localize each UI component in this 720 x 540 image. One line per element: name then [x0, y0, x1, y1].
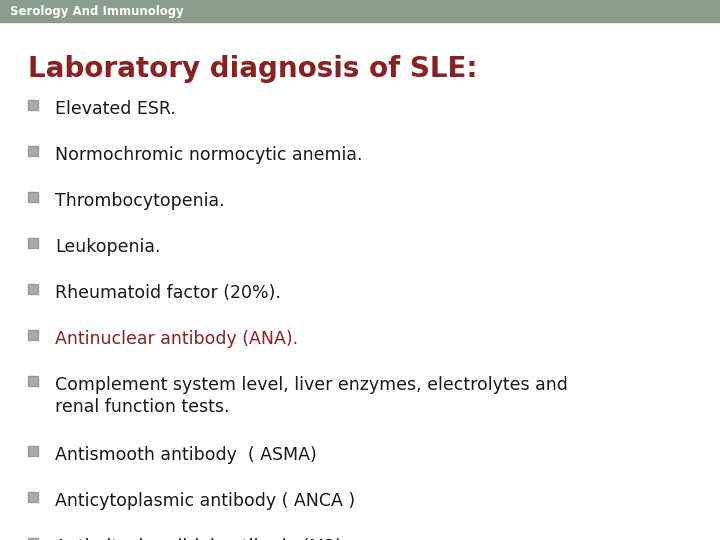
Text: Antismooth antibody  ( ASMA): Antismooth antibody ( ASMA) — [55, 446, 317, 464]
Text: Thrombocytopenia.: Thrombocytopenia. — [55, 192, 225, 210]
Text: Rheumatoid factor (20%).: Rheumatoid factor (20%). — [55, 284, 281, 302]
FancyBboxPatch shape — [28, 192, 38, 202]
FancyBboxPatch shape — [28, 146, 38, 156]
FancyBboxPatch shape — [28, 330, 38, 340]
Bar — [0, 0, 720, 22]
Text: Antimitochondirial antibody (M2): Antimitochondirial antibody (M2) — [55, 538, 342, 540]
Text: Elevated ESR.: Elevated ESR. — [55, 100, 176, 118]
FancyBboxPatch shape — [28, 100, 38, 110]
Text: Laboratory diagnosis of SLE:: Laboratory diagnosis of SLE: — [28, 55, 477, 83]
Text: Serology And Immunology: Serology And Immunology — [10, 4, 184, 17]
Text: Normochromic normocytic anemia.: Normochromic normocytic anemia. — [55, 146, 362, 164]
Text: Complement system level, liver enzymes, electrolytes and
renal function tests.: Complement system level, liver enzymes, … — [55, 376, 568, 415]
Text: Leukopenia.: Leukopenia. — [55, 238, 161, 256]
FancyBboxPatch shape — [28, 284, 38, 294]
FancyBboxPatch shape — [28, 376, 38, 386]
FancyBboxPatch shape — [28, 538, 38, 540]
Text: Antinuclear antibody (ANA).: Antinuclear antibody (ANA). — [55, 330, 298, 348]
FancyBboxPatch shape — [28, 492, 38, 502]
Text: Anticytoplasmic antibody ( ANCA ): Anticytoplasmic antibody ( ANCA ) — [55, 492, 355, 510]
FancyBboxPatch shape — [28, 446, 38, 456]
FancyBboxPatch shape — [28, 238, 38, 248]
